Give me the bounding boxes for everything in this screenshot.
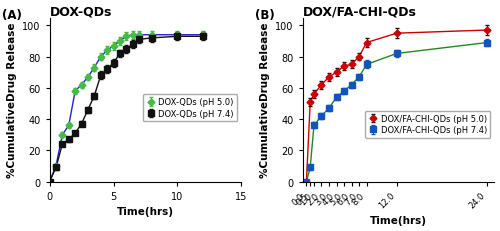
Text: DOX-QDs: DOX-QDs bbox=[50, 6, 112, 18]
Legend: DOX-QDs (pH 5.0), DOX-QDs (pH 7.4): DOX-QDs (pH 5.0), DOX-QDs (pH 7.4) bbox=[142, 95, 237, 122]
Y-axis label: %CumulativeDrug Release: %CumulativeDrug Release bbox=[260, 23, 270, 177]
X-axis label: Time(hrs): Time(hrs) bbox=[370, 216, 427, 225]
X-axis label: Time(hrs): Time(hrs) bbox=[117, 206, 174, 216]
Y-axis label: %CumulativeDrug Release: %CumulativeDrug Release bbox=[6, 23, 16, 177]
Text: DOX/FA-CHI-QDs: DOX/FA-CHI-QDs bbox=[302, 6, 416, 18]
Text: (A): (A) bbox=[2, 9, 21, 22]
Text: (B): (B) bbox=[254, 9, 274, 22]
Legend: DOX/FA-CHI-QDs (pH 5.0), DOX/FA-CHI-QDs (pH 7.4): DOX/FA-CHI-QDs (pH 5.0), DOX/FA-CHI-QDs … bbox=[365, 111, 490, 138]
